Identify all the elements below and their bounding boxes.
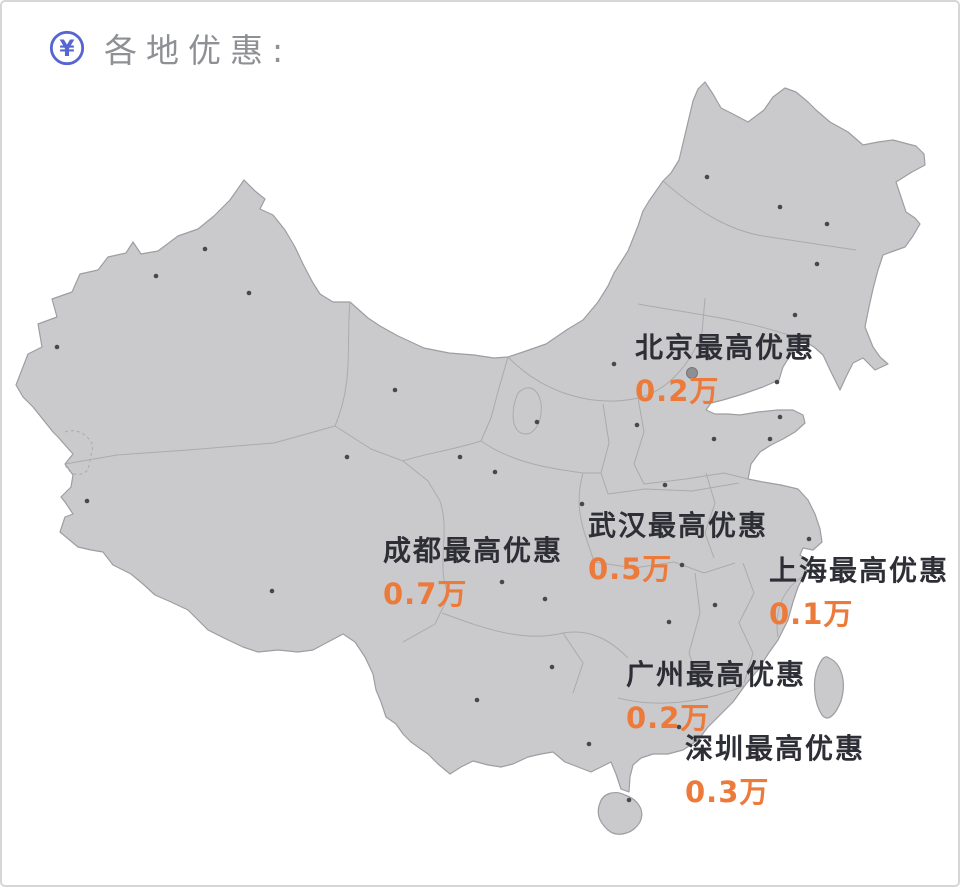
label-wuhan: 武汉最高优惠 0.5万 xyxy=(588,512,768,584)
header: ¥ 各地优惠: xyxy=(48,24,292,72)
guangzhou-label-value: 0.2万 xyxy=(626,701,711,735)
city-dots xyxy=(54,174,830,803)
shanghai-label-text: 上海最高优惠 xyxy=(769,554,950,587)
chengdu-label-text: 成都最高优惠 xyxy=(383,534,564,567)
label-chengdu: 成都最高优惠 0.7万 xyxy=(383,537,563,609)
shenzhen-label-value: 0.3万 xyxy=(685,775,770,809)
chengdu-label-value: 0.7万 xyxy=(383,577,468,611)
shanghai-label-value: 0.1万 xyxy=(769,597,854,631)
province-borders xyxy=(64,180,857,704)
shenzhen-label-text: 深圳最高优惠 xyxy=(685,732,866,765)
label-shanghai: 上海最高优惠 0.1万 xyxy=(769,557,949,629)
label-guangzhou: 广州最高优惠 0.2万 xyxy=(626,661,806,733)
yen-symbol: ¥ xyxy=(59,37,74,62)
page-title: 各地优惠: xyxy=(104,31,293,70)
beijing-label-value: 0.2万 xyxy=(635,374,720,408)
beijing-highlight-dot xyxy=(686,367,698,379)
china-mainland-shape xyxy=(15,81,926,793)
taiwan-island xyxy=(813,656,844,719)
beijing-label-text: 北京最高优惠 xyxy=(635,331,816,364)
yen-circle-icon: ¥ xyxy=(49,30,85,66)
wuhan-label-value: 0.5万 xyxy=(588,552,673,586)
label-shenzhen: 深圳最高优惠 0.3万 xyxy=(685,735,865,807)
hainan-island xyxy=(597,792,643,835)
label-beijing: 北京最高优惠 0.2万 xyxy=(635,334,815,406)
guangzhou-label-text: 广州最高优惠 xyxy=(626,658,807,691)
wuhan-label-text: 武汉最高优惠 xyxy=(588,509,769,542)
